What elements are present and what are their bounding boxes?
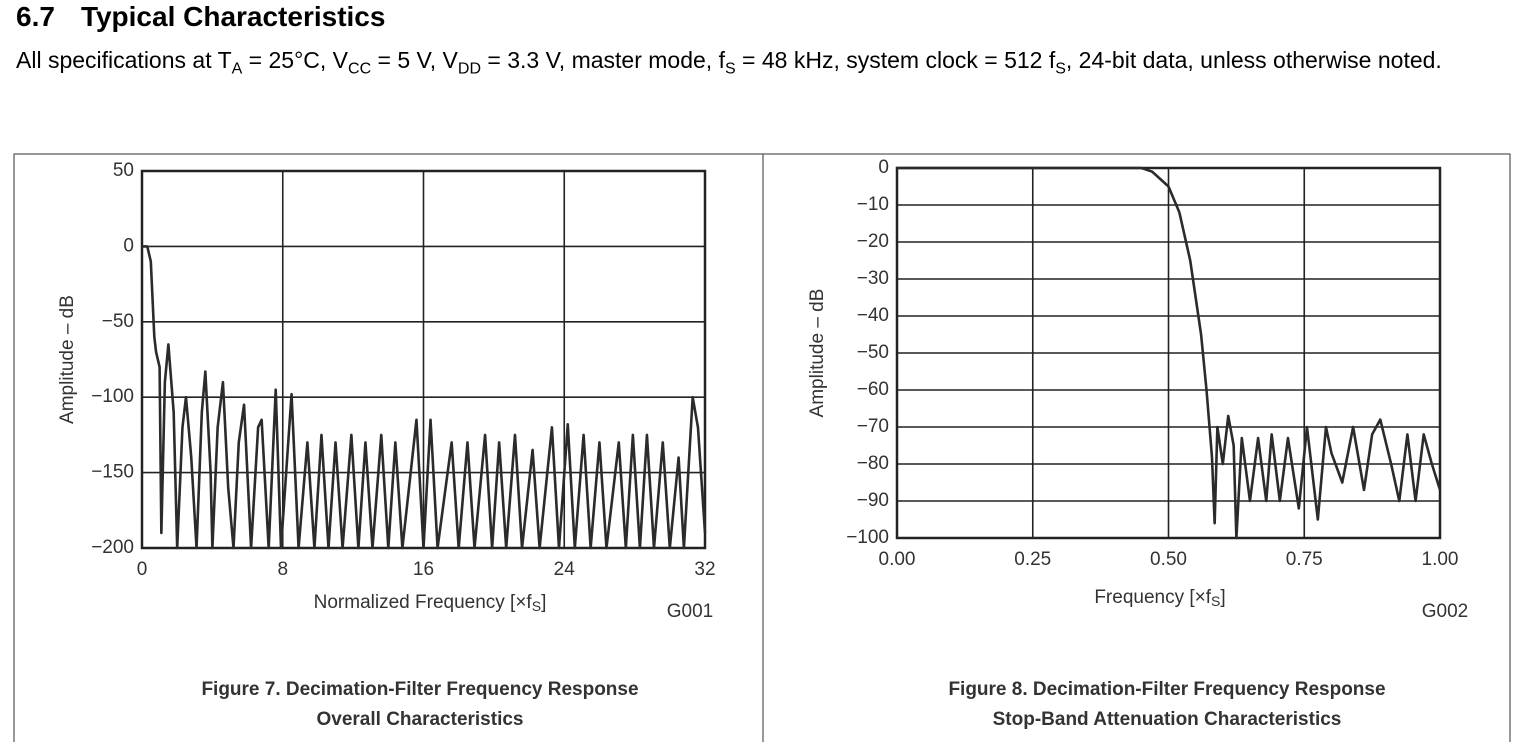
x-tick-label: 8 [277, 559, 288, 580]
figure-caption: Figure 7. Decimation-Filter Frequency Re… [201, 679, 638, 700]
section-number: 6.7 [16, 1, 55, 32]
y-tick-label: −40 [857, 305, 889, 326]
y-tick-label: −60 [857, 379, 889, 400]
subscript: S [532, 598, 541, 614]
x-tick-label: 32 [694, 559, 715, 580]
y-tick-label: −50 [857, 342, 889, 363]
subscript: S [1055, 60, 1066, 78]
text-run: = 25°C, V [242, 47, 349, 73]
y-tick-label: −90 [857, 490, 889, 511]
text-run: = 5 V, V [371, 47, 458, 73]
section-heading: 6.7 Typical Characteristics [16, 0, 1496, 34]
header: 6.7 Typical Characteristics All specifica… [16, 0, 1496, 86]
x-tick-label: 0.00 [879, 549, 916, 570]
figure-caption: Stop-Band Attenuation Characteristics [993, 709, 1342, 730]
y-tick-label: −100 [846, 527, 889, 548]
y-tick-label: −30 [857, 268, 889, 289]
subscript: S [1211, 593, 1220, 609]
text-run: All specifications at T [16, 47, 232, 73]
x-tick-label: 0 [137, 559, 148, 580]
x-tick-label: 1.00 [1422, 549, 1459, 570]
text-run: , 24-bit data, unless otherwise noted. [1065, 47, 1442, 73]
y-tick-label: −100 [91, 386, 134, 407]
subscript: S [724, 60, 736, 78]
y-tick-label: 0 [878, 157, 889, 178]
intro-paragraph: All specifications at TA = 25°C, VCC = 5… [16, 44, 1496, 86]
text-run: Normalized Frequency [×f [314, 592, 533, 613]
y-tick-label: 0 [123, 235, 134, 256]
plot-frame [895, 166, 1442, 540]
y-axis-label: Amplitude – dB [807, 289, 828, 418]
figure-frame [13, 153, 1511, 742]
subscript: CC [348, 60, 372, 78]
text-run: ] [1220, 587, 1225, 608]
x-axis-label: Frequency [×fS] [1094, 587, 1225, 609]
subscript: A [231, 60, 243, 78]
x-tick-label: 0.25 [1014, 549, 1051, 570]
y-tick-label: −10 [857, 194, 889, 215]
y-tick-label: −20 [857, 231, 889, 252]
section-title: Typical Characteristics [80, 1, 386, 32]
x-tick-label: 24 [554, 559, 576, 580]
text-run: Frequency [×f [1094, 587, 1211, 608]
figure-code: G001 [667, 601, 713, 622]
y-tick-label: −80 [857, 453, 889, 474]
y-tick-label: −150 [91, 462, 134, 483]
text-run: = 3.3 V, master mode, f [481, 47, 725, 73]
text-run: = 48 kHz, system clock = 512 f [735, 47, 1056, 73]
figure-caption: Overall Characteristics [316, 709, 523, 730]
figure-code: G002 [1422, 601, 1468, 622]
x-tick-label: 0.75 [1286, 549, 1323, 570]
y-tick-label: −50 [102, 311, 134, 332]
x-tick-label: 0.50 [1150, 549, 1187, 570]
y-tick-label: −70 [857, 416, 889, 437]
y-tick-label: −200 [91, 537, 134, 558]
y-tick-label: 50 [113, 160, 134, 181]
subscript: DD [457, 60, 481, 78]
response-curve [142, 245, 707, 550]
response-curve [897, 166, 1442, 540]
figure-caption: Figure 8. Decimation-Filter Frequency Re… [948, 679, 1385, 700]
x-tick-label: 16 [413, 559, 434, 580]
text-run: ] [541, 592, 546, 613]
y-axis-label: Amplitude – dB [57, 295, 78, 424]
x-axis-label: Normalized Frequency [×fS] [314, 592, 547, 614]
